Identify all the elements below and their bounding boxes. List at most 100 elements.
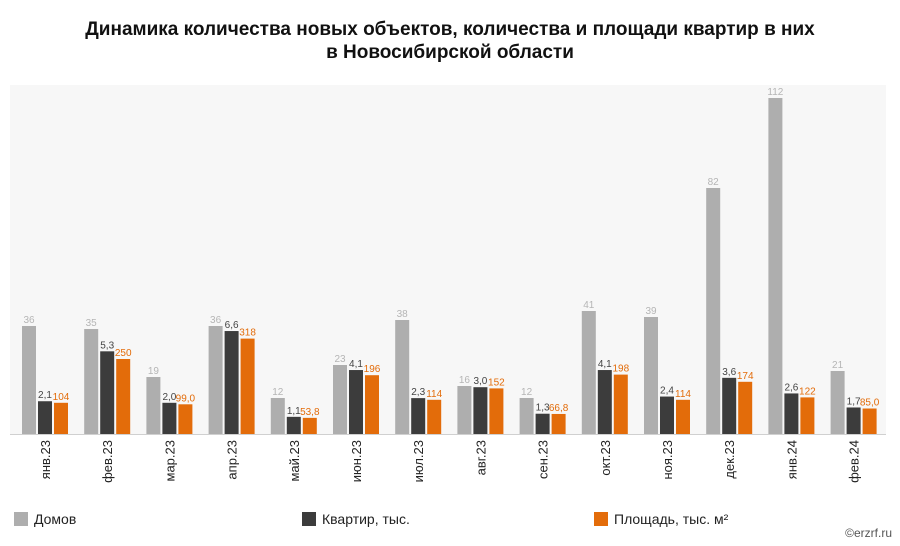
bar <box>738 381 753 434</box>
data-label: 250 <box>115 348 132 359</box>
bar <box>178 404 193 434</box>
legend-item-houses: Домов <box>14 511 76 527</box>
bar <box>457 386 472 434</box>
bar <box>208 326 223 434</box>
data-label: 152 <box>488 377 505 388</box>
bar <box>270 398 285 434</box>
data-label: 2,3 <box>411 387 425 398</box>
plot-area <box>10 85 886 434</box>
data-label: 2,6 <box>784 382 798 393</box>
bar <box>84 329 99 434</box>
bar <box>411 398 426 434</box>
bar <box>333 365 347 434</box>
bar <box>489 388 504 434</box>
data-label: 35 <box>86 318 98 329</box>
data-label: 104 <box>53 392 70 403</box>
bar <box>519 398 534 434</box>
bar <box>302 417 317 434</box>
bar <box>365 375 379 434</box>
bar <box>535 413 550 434</box>
x-tick-label: фев.23 <box>100 440 115 483</box>
data-label: 4,1 <box>349 359 363 370</box>
data-label: 114 <box>675 389 691 400</box>
legend-label-area: Площадь, тыс. м² <box>614 511 729 527</box>
legend-item-area: Площадь, тыс. м² <box>594 511 728 527</box>
bar <box>862 408 877 434</box>
chart-title: Динамика количества новых объектов, коли… <box>0 18 900 64</box>
data-label: 114 <box>426 389 442 400</box>
data-label: 39 <box>645 306 657 317</box>
bar <box>286 416 301 434</box>
data-label: 198 <box>612 364 629 375</box>
data-label: 36 <box>23 315 35 326</box>
data-label: 1,1 <box>287 406 301 417</box>
bar <box>146 377 161 434</box>
bar <box>100 351 115 434</box>
data-label: 23 <box>334 354 346 365</box>
data-label: 12 <box>521 387 533 398</box>
legend-label-apartments: Квартир, тыс. <box>322 511 410 527</box>
x-tick-label: мар.23 <box>162 440 177 481</box>
x-tick-label: янв.23 <box>38 440 53 479</box>
data-label: 318 <box>239 328 256 339</box>
x-tick-label: июн.23 <box>349 440 364 482</box>
bar <box>768 98 783 434</box>
bar <box>846 407 861 434</box>
title-line-2: в Новосибирской области <box>326 42 574 63</box>
bar <box>581 311 596 434</box>
x-tick-label: янв.24 <box>784 440 799 479</box>
bar <box>22 326 36 434</box>
data-label: 2,4 <box>660 386 674 397</box>
data-label: 174 <box>737 371 754 382</box>
x-tick-label: дек.23 <box>722 440 737 479</box>
data-label: 38 <box>397 309 409 320</box>
bar <box>597 370 612 434</box>
bar <box>676 399 690 434</box>
x-tick-label: апр.23 <box>225 440 240 480</box>
bar <box>162 402 177 434</box>
legend-label-houses: Домов <box>34 511 77 527</box>
data-label: 2,0 <box>162 392 176 403</box>
bar <box>660 396 674 434</box>
data-label: 41 <box>583 300 595 311</box>
bar <box>473 387 488 434</box>
data-label: 53,8 <box>300 407 320 418</box>
data-label: 36 <box>210 315 222 326</box>
x-tick-label: ноя.23 <box>660 440 675 480</box>
bar <box>551 413 566 434</box>
bar <box>224 331 239 434</box>
data-label: 16 <box>459 375 471 386</box>
title-line-1: Динамика количества новых объектов, коли… <box>85 19 815 40</box>
data-label: 5,3 <box>100 340 114 351</box>
bar <box>722 377 737 434</box>
data-label: 1,7 <box>847 396 861 407</box>
data-label: 122 <box>799 386 816 397</box>
data-label: 12 <box>272 387 284 398</box>
bar <box>116 359 131 434</box>
x-tick-label: июл.23 <box>411 440 426 482</box>
bar <box>240 338 255 434</box>
legend-swatch-area <box>594 512 608 526</box>
bar <box>706 188 721 434</box>
data-label: 3,0 <box>473 376 487 387</box>
legend-swatch-houses <box>14 512 28 526</box>
watermark: ©erzrf.ru <box>845 526 892 540</box>
data-label: 6,6 <box>225 320 239 331</box>
bar <box>800 397 815 434</box>
bar <box>54 402 68 434</box>
bar <box>395 320 410 434</box>
bar <box>644 317 658 434</box>
legend-item-apartments: Квартир, тыс. <box>302 511 410 527</box>
bar <box>349 370 363 434</box>
x-tick-label: май.23 <box>287 440 302 482</box>
x-tick-label: фев.24 <box>847 440 862 483</box>
bar <box>427 399 442 434</box>
data-label: 2,1 <box>38 390 52 401</box>
data-label: 82 <box>708 177 720 188</box>
x-tick-label: авг.23 <box>473 440 488 475</box>
data-label: 112 <box>767 87 783 98</box>
bar <box>38 401 52 434</box>
x-tick-label: сен.23 <box>536 440 551 479</box>
bar <box>784 393 799 434</box>
